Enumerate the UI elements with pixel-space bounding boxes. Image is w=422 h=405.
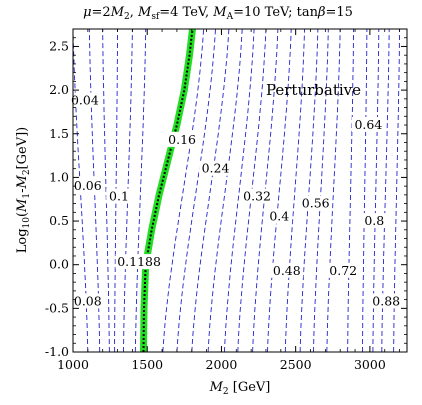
y-tick-label: 2.5 xyxy=(49,38,69,53)
contour-label-0.32-bg xyxy=(240,188,274,204)
contour-line-0.06 xyxy=(102,29,110,352)
contour-line-unlabeled-15 xyxy=(299,29,319,352)
contour-label-0.1: 0.1 xyxy=(109,189,129,204)
contour-line-0.4 xyxy=(267,29,292,352)
contour-label-0.08: 0.08 xyxy=(74,293,102,308)
contour-line-unlabeled-17 xyxy=(326,29,341,352)
x-tick-label: 2000 xyxy=(206,357,238,372)
contour-labels: 0.04 0.06 0.08 0.1 0.16 0.24 0.32 0.4 0.48 0.56 0.… xyxy=(68,92,403,309)
contour-label-0.16-bg xyxy=(165,131,199,147)
contour-label-0.4-bg xyxy=(266,208,293,224)
contour-line-unlabeled-7 xyxy=(176,29,216,352)
contour-label-0.08-bg xyxy=(71,293,105,309)
contour-line-0.64 xyxy=(372,29,380,352)
x-tick-label: 1000 xyxy=(57,357,89,372)
contour-line-0.24 xyxy=(207,29,243,352)
contour-label-0.88: 0.88 xyxy=(372,293,400,308)
chart-title: μ=2M2, Msf=4 TeV, MA=10 TeV; tanβ=15 xyxy=(83,5,353,22)
relic-density-band xyxy=(140,29,196,352)
y-axis-title: Log10(M1-M2[GeV]) xyxy=(15,127,32,254)
contour-label-0.06-bg xyxy=(71,178,105,194)
contour-label-0.56-bg xyxy=(299,195,333,211)
contour-label-0.64: 0.64 xyxy=(354,117,382,132)
plot-frame xyxy=(72,28,408,353)
contour-label-0.06: 0.06 xyxy=(74,178,102,193)
contour-label-0.48: 0.48 xyxy=(273,263,301,278)
contour-label-0.8: 0.8 xyxy=(364,213,384,228)
contour-line-0.8 xyxy=(381,29,390,352)
contour-label-0.16: 0.16 xyxy=(168,132,196,147)
contour-label-0.88-bg xyxy=(369,293,403,309)
x-tick-label: 2500 xyxy=(280,357,312,372)
contour-label-0.24-bg xyxy=(199,160,232,176)
contour-label-0.64-bg xyxy=(352,117,385,132)
contour-label-0.24: 0.24 xyxy=(202,161,230,176)
x-axis: 1000 1500 2000 2500 3000 xyxy=(57,29,400,372)
contour-label-0.72-bg xyxy=(326,262,360,278)
contour-line-unlabeled-10 xyxy=(223,29,255,352)
contour-line-0.88 xyxy=(393,29,401,352)
x-tick-label: 1500 xyxy=(131,357,163,372)
contour-line-unlabeled-19 xyxy=(362,29,368,352)
band-label-bg xyxy=(115,254,163,270)
y-tick-label: 0.5 xyxy=(49,213,69,228)
contour-label-0.48-bg xyxy=(270,262,304,278)
contour-label-0.04: 0.04 xyxy=(71,93,99,108)
contour-line-0.72 xyxy=(347,29,355,352)
y-tick-label: 0.0 xyxy=(49,257,69,272)
contour-label-0.04-bg xyxy=(68,92,102,108)
x-tick-label: 3000 xyxy=(354,357,386,372)
y-tick-label: -1.0 xyxy=(45,344,69,359)
band-label: 0.1188 xyxy=(117,254,161,269)
contour-line-unlabeled-5 xyxy=(134,29,147,352)
contour-line-unlabeled-8 xyxy=(191,29,230,352)
band-centerline xyxy=(142,29,194,352)
y-tick-label: -0.5 xyxy=(45,300,69,315)
contour-line-0.48 xyxy=(284,29,306,352)
contour-label-0.32: 0.32 xyxy=(243,189,271,204)
contour-label-0.1-bg xyxy=(106,188,132,204)
contour-label-0.56: 0.56 xyxy=(302,196,330,211)
contour-label-0.8-bg xyxy=(361,213,388,229)
contour-line-0.56 xyxy=(313,29,329,352)
contour-label-0.4: 0.4 xyxy=(269,209,289,224)
y-tick-label: 1.0 xyxy=(49,169,69,184)
y-tick-label: 1.5 xyxy=(49,126,69,141)
y-axis: -1.0 -0.5 0.0 0.5 1.0 1.5 2.0 2.5 xyxy=(45,37,407,359)
region-label-perturbative: Perturbative xyxy=(266,81,361,99)
contour-line-0.16 xyxy=(162,29,205,352)
contour-label-0.72: 0.72 xyxy=(329,263,357,278)
y-tick-label: 2.0 xyxy=(49,82,69,97)
x-axis-title: M2 [GeV] xyxy=(209,380,271,397)
